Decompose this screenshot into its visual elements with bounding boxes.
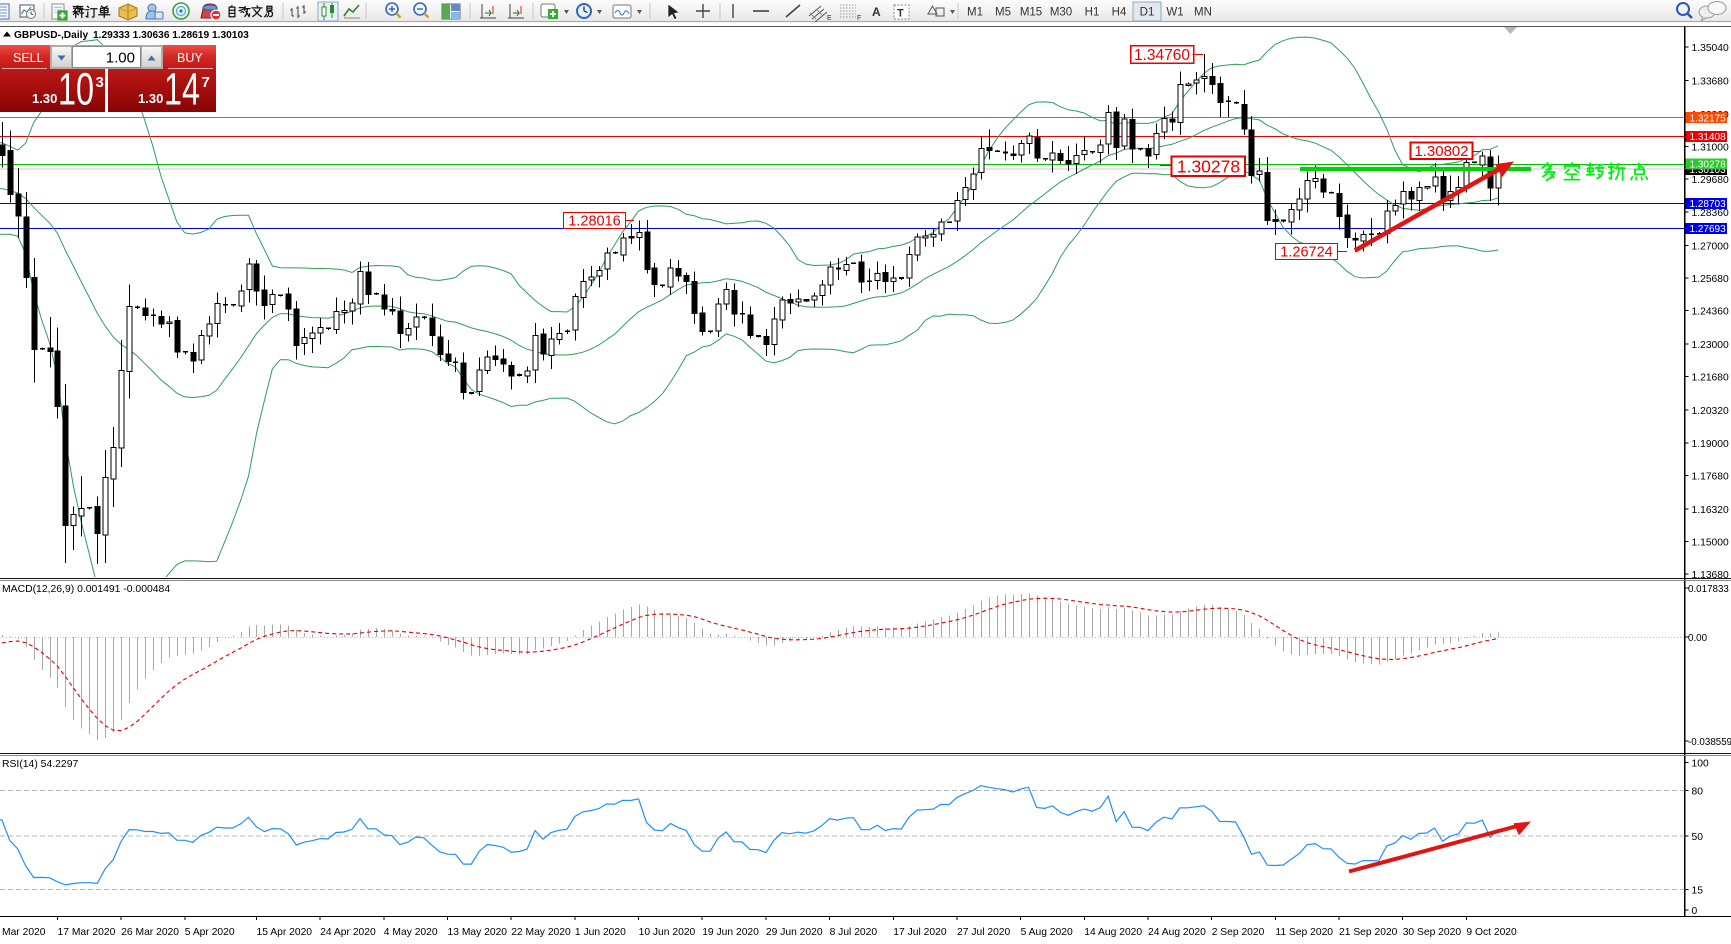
svg-text:27 Jul 2020: 27 Jul 2020 [957,927,1011,938]
svg-text:1.30278: 1.30278 [1690,160,1727,171]
svg-text:17 Mar 2020: 17 Mar 2020 [58,927,116,938]
svg-text:1.35040: 1.35040 [1692,43,1729,54]
svg-text:1.19000: 1.19000 [1692,439,1729,450]
svg-text:F: F [857,15,861,22]
svg-text:3: 3 [96,74,104,91]
svg-text:1.30802: 1.30802 [1414,143,1468,160]
svg-text:15: 15 [1692,886,1704,897]
svg-text:1.30: 1.30 [138,91,163,106]
svg-text:MN: MN [1194,7,1212,19]
svg-text:5 Apr 2020: 5 Apr 2020 [185,927,235,938]
svg-text:100: 100 [1692,758,1709,769]
svg-text:1.33680: 1.33680 [1692,77,1729,88]
svg-text:0: 0 [1692,906,1698,917]
svg-text:1.31000: 1.31000 [1692,143,1729,154]
svg-text:0.00: 0.00 [1688,633,1708,644]
svg-text:Mar 2020: Mar 2020 [2,927,46,938]
svg-text:SELL: SELL [13,51,44,65]
svg-text:4 May 2020: 4 May 2020 [384,927,438,938]
svg-text:GBPUSD-,Daily: GBPUSD-,Daily [14,30,88,41]
svg-text:A: A [872,5,881,19]
svg-text:29 Jun 2020: 29 Jun 2020 [766,927,823,938]
svg-text:1.24360: 1.24360 [1692,307,1729,318]
svg-text:14 Aug 2020: 14 Aug 2020 [1084,927,1142,938]
svg-text:7: 7 [202,74,210,91]
svg-text:1.28360: 1.28360 [1692,208,1729,219]
svg-text:BUY: BUY [177,51,203,65]
svg-text:M5: M5 [995,7,1011,19]
svg-text:1.13680: 1.13680 [1692,570,1729,581]
svg-text:M1: M1 [967,7,983,19]
svg-text:T: T [897,8,904,20]
svg-text:15 Apr 2020: 15 Apr 2020 [257,927,313,938]
svg-text:9 Oct 2020: 9 Oct 2020 [1466,927,1517,938]
svg-text:-0.038559: -0.038559 [1688,737,1731,748]
svg-text:1.30: 1.30 [32,91,57,106]
svg-text:RSI(14) 54.2297: RSI(14) 54.2297 [2,759,78,770]
svg-text:2 Sep 2020: 2 Sep 2020 [1212,927,1265,938]
svg-text:1.29680: 1.29680 [1692,175,1729,186]
svg-text:10 Jun 2020: 10 Jun 2020 [639,927,696,938]
svg-text:1.28703: 1.28703 [1690,199,1727,210]
svg-text:MACD(12,26,9) 0.001491 -0.0004: MACD(12,26,9) 0.001491 -0.000484 [2,584,170,595]
svg-text:14: 14 [164,65,200,114]
svg-text:0.017833: 0.017833 [1688,584,1729,595]
svg-text:1.15000: 1.15000 [1692,537,1729,548]
svg-text:1.30103: 1.30103 [1690,165,1727,176]
svg-text:1.34760: 1.34760 [1134,47,1190,64]
svg-text:13 May 2020: 13 May 2020 [448,927,508,938]
svg-text:1.27693: 1.27693 [1690,224,1727,235]
svg-text:M30: M30 [1050,7,1072,19]
svg-text:1.00: 1.00 [106,50,135,67]
svg-text:H1: H1 [1085,7,1100,19]
svg-text:24 Apr 2020: 24 Apr 2020 [320,927,376,938]
svg-text:10: 10 [58,65,94,114]
svg-text:W1: W1 [1166,7,1183,19]
svg-text:1.17680: 1.17680 [1692,471,1729,482]
svg-text:1.20320: 1.20320 [1692,406,1729,417]
svg-text:M15: M15 [1020,7,1042,19]
svg-text:1.26724: 1.26724 [1280,245,1332,261]
svg-text:11 Sep 2020: 11 Sep 2020 [1275,927,1333,938]
svg-text:26 Mar 2020: 26 Mar 2020 [121,927,179,938]
svg-text:5 Aug 2020: 5 Aug 2020 [1021,927,1073,938]
svg-text:E: E [827,15,832,22]
svg-text:50: 50 [1692,832,1704,843]
svg-text:30 Sep 2020: 30 Sep 2020 [1403,927,1462,938]
svg-text:1.28016: 1.28016 [568,214,620,230]
svg-text:8 Jul 2020: 8 Jul 2020 [830,927,878,938]
svg-text:D1: D1 [1140,7,1155,19]
svg-text:1.29333 1.30636 1.28619 1.3010: 1.29333 1.30636 1.28619 1.30103 [93,30,249,41]
svg-text:1.31408: 1.31408 [1690,132,1727,143]
svg-text:22 May 2020: 22 May 2020 [511,927,571,938]
svg-text:1.25680: 1.25680 [1692,274,1729,285]
svg-text:80: 80 [1692,787,1704,798]
svg-text:1.32175: 1.32175 [1690,113,1727,124]
svg-text:24 Aug 2020: 24 Aug 2020 [1148,927,1206,938]
svg-text:H4: H4 [1112,7,1127,19]
svg-text:1.16320: 1.16320 [1692,505,1729,516]
svg-text:1.30278: 1.30278 [1177,156,1240,176]
svg-text:1 Jun 2020: 1 Jun 2020 [575,927,626,938]
svg-text:1.23000: 1.23000 [1692,340,1729,351]
svg-text:17 Jul 2020: 17 Jul 2020 [893,927,947,938]
svg-text:19 Jun 2020: 19 Jun 2020 [702,927,759,938]
svg-text:1.27000: 1.27000 [1692,241,1729,252]
svg-text:21 Sep 2020: 21 Sep 2020 [1339,927,1398,938]
svg-text:1.21680: 1.21680 [1692,373,1729,384]
